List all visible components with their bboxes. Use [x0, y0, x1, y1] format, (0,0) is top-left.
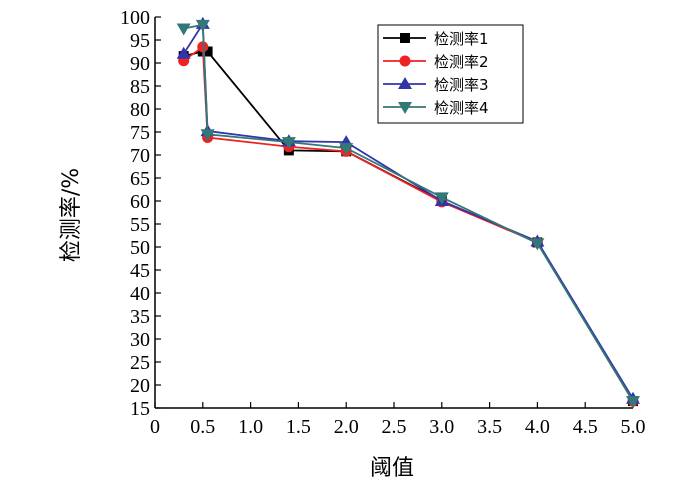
series-line — [183, 23, 634, 402]
y-axis-title: 检测率/% — [59, 168, 84, 262]
y-tick-label: 40 — [130, 283, 150, 305]
data-point — [200, 129, 215, 142]
data-point — [530, 238, 545, 251]
y-tick-label: 30 — [130, 329, 150, 351]
y-tick-label: 75 — [130, 122, 150, 144]
x-tick-label: 2.0 — [334, 416, 359, 438]
x-tick-label: 4.0 — [525, 416, 550, 438]
data-point — [281, 137, 296, 150]
legend-marker — [398, 102, 412, 114]
legend-marker — [399, 55, 411, 67]
legend-item: 检测率3 — [383, 76, 489, 94]
x-tick-label: 5.0 — [621, 416, 646, 438]
plot-area — [176, 16, 640, 409]
y-tick-label: 25 — [130, 352, 150, 374]
data-point — [434, 192, 449, 205]
y-tick-label: 100 — [120, 7, 150, 29]
y-tick-label: 95 — [130, 30, 150, 52]
y-tick-label: 20 — [130, 375, 150, 397]
data-point — [195, 19, 210, 32]
y-tick-label: 45 — [130, 260, 150, 282]
y-tick-label: 15 — [130, 398, 150, 420]
x-axis-title: 阈值 — [370, 456, 414, 481]
data-point — [197, 41, 209, 53]
x-tick-label: 4.5 — [573, 416, 598, 438]
data-point — [176, 23, 191, 36]
legend-item: 检测率2 — [383, 53, 489, 71]
data-point — [626, 396, 640, 409]
legend-label: 检测率2 — [434, 53, 489, 71]
x-tick-label: 3.0 — [429, 416, 454, 438]
legend-label: 检测率3 — [434, 76, 489, 94]
series-4 — [176, 19, 640, 409]
x-tick-label: 0.5 — [190, 416, 215, 438]
x-tick-label: 2.5 — [382, 416, 407, 438]
x-tick-label: 3.5 — [477, 416, 502, 438]
x-tick-label: 0 — [150, 416, 160, 438]
legend-item: 检测率4 — [383, 99, 489, 117]
y-tick-label: 35 — [130, 306, 150, 328]
data-point — [202, 46, 213, 57]
legend-item: 检测率1 — [383, 30, 489, 48]
legend-marker — [400, 33, 410, 43]
data-point — [176, 46, 191, 59]
data-point — [339, 143, 354, 156]
y-tick-label: 50 — [130, 237, 150, 259]
y-tick-label: 55 — [130, 214, 150, 236]
x-tick-label: 1.5 — [286, 416, 311, 438]
legend: 检测率1 检测率2 检测率3 检测率4 — [377, 24, 524, 124]
y-tick-label: 80 — [130, 99, 150, 121]
x-tick-label: 1.0 — [238, 416, 263, 438]
y-tick-label: 70 — [130, 145, 150, 167]
legend-marker — [398, 77, 412, 89]
y-tick-label: 60 — [130, 191, 150, 213]
legend-label: 检测率1 — [434, 30, 489, 48]
y-tick-label: 85 — [130, 76, 150, 98]
y-tick-label: 90 — [130, 53, 150, 75]
legend-label: 检测率4 — [434, 99, 489, 117]
y-tick-label: 65 — [130, 168, 150, 190]
